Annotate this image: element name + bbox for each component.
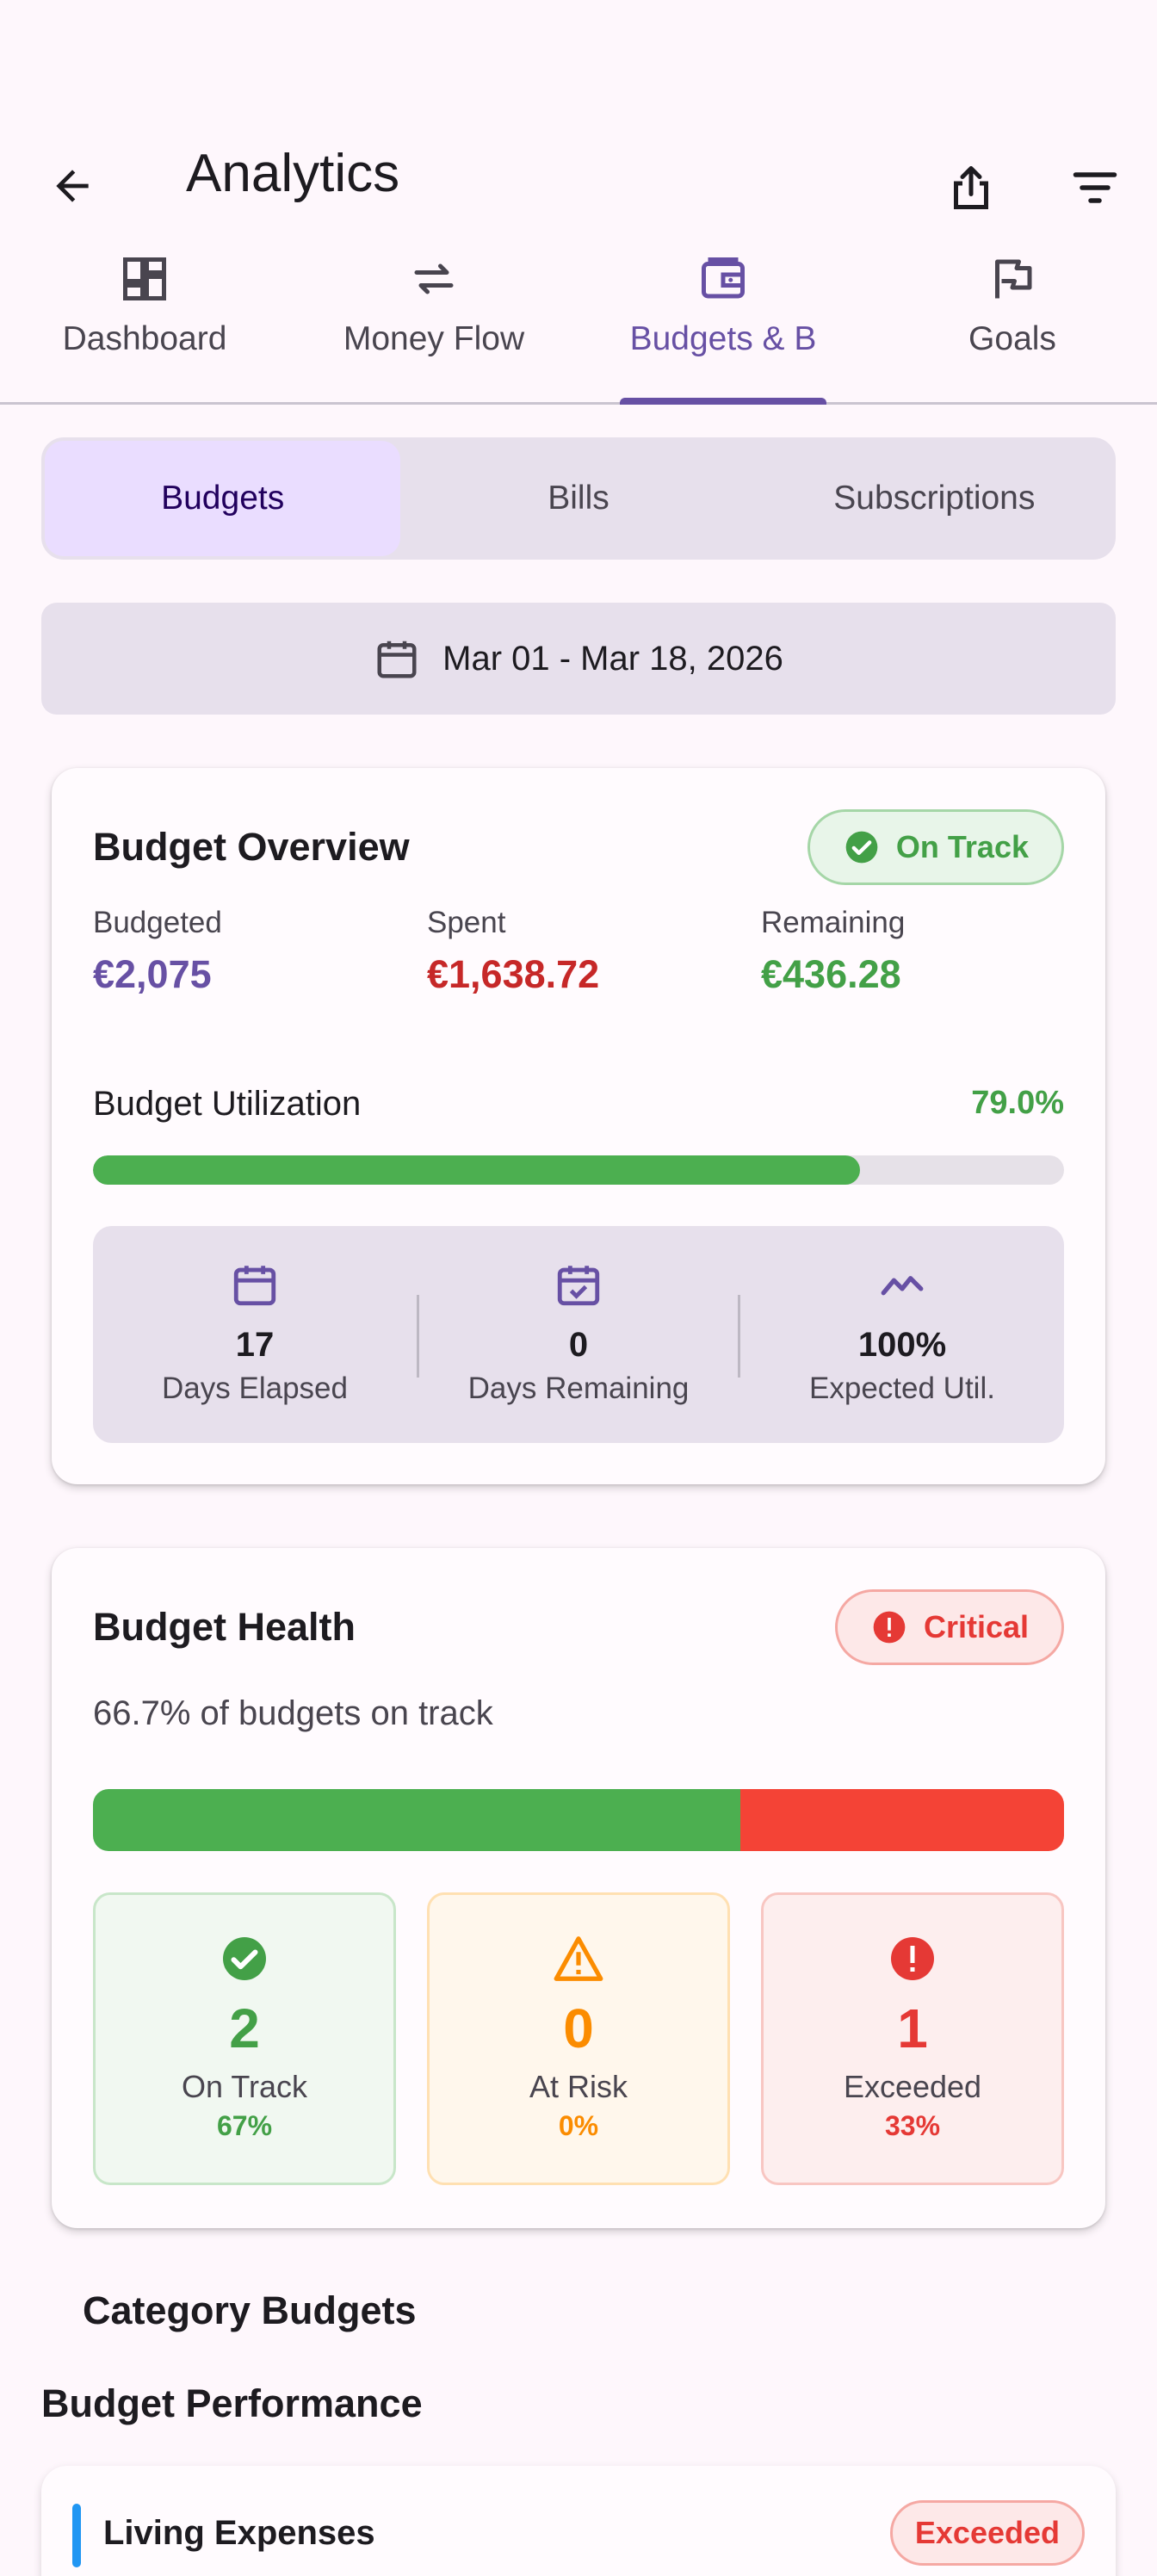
expected-utilization: 100% Expected Util. (740, 1226, 1064, 1443)
calendar-icon (227, 1257, 282, 1312)
exceeded-box: 1 Exceeded 33% (761, 1892, 1064, 2185)
budget-health-card: Budget Health Critical 66.7% of budgets … (52, 1548, 1105, 2228)
at-risk-label: At Risk (529, 2069, 628, 2104)
status-badge-label: On Track (895, 829, 1029, 864)
tab-label: Budgets & B (629, 320, 817, 357)
exceeded-label: Exceeded (843, 2069, 982, 2104)
days-elapsed: 17 Days Elapsed (93, 1226, 417, 1443)
category-name: Living Expenses (103, 2514, 375, 2552)
at-risk-percent: 0% (558, 2110, 599, 2141)
days-remaining-value: 0 (568, 1326, 589, 1364)
error-icon (885, 1931, 940, 1986)
filter-icon (1073, 172, 1117, 203)
expected-utilization-label: Expected Util. (809, 1372, 995, 1405)
tab-dashboard[interactable]: Dashboard (34, 241, 255, 402)
trending-icon (875, 1257, 930, 1312)
category-color-bar (72, 2504, 81, 2567)
tab-budgets-bills[interactable]: Budgets & B (603, 241, 844, 402)
status-badge-label: Critical (923, 1609, 1029, 1644)
utilization-percent: 79.0% (971, 1085, 1064, 1121)
days-summary: 17 Days Elapsed 0 Days Remaining 100% Ex… (93, 1226, 1064, 1443)
flag-icon (985, 251, 1040, 307)
dashboard-icon (117, 251, 172, 307)
budgeted-stat: Budgeted €2,075 (93, 906, 222, 997)
stat-value: €2,075 (93, 952, 212, 996)
utilization-label: Budget Utilization (93, 1085, 362, 1123)
spent-stat: Spent €1,638.72 (427, 906, 599, 997)
days-remaining-label: Days Remaining (467, 1372, 690, 1405)
days-remaining: 0 Days Remaining (417, 1226, 740, 1443)
segment-subscriptions[interactable]: Subscriptions (833, 480, 1036, 517)
card-title: Budget Health (93, 1605, 356, 1649)
error-icon (873, 1611, 906, 1644)
utilization-progress-bar (93, 1155, 1064, 1185)
exceeded-count: 1 (897, 1997, 928, 2059)
date-range-button[interactable]: Mar 01 - Mar 18, 2026 (41, 603, 1116, 715)
health-subtitle: 66.7% of budgets on track (93, 1694, 493, 1732)
check-circle-icon (845, 831, 878, 864)
share-icon (954, 166, 988, 209)
on-track-box: 2 On Track 67% (93, 1892, 396, 2185)
stat-label: Remaining (761, 906, 906, 939)
date-range-text: Mar 01 - Mar 18, 2026 (442, 639, 783, 678)
budget-performance-item[interactable]: Living Expenses Exceeded (41, 2466, 1116, 2576)
arrow-back-icon (56, 170, 89, 202)
stat-label: Budgeted (93, 906, 222, 939)
divider (417, 1295, 419, 1378)
at-risk-box: 0 At Risk 0% (427, 1892, 730, 2185)
card-title: Budget Overview (93, 825, 410, 869)
warning-icon (551, 1931, 606, 1986)
budget-overview-card: Budget Overview On Track Budgeted €2,075… (52, 768, 1105, 1484)
tab-indicator (620, 398, 826, 405)
days-elapsed-value: 17 (235, 1326, 275, 1364)
divider (738, 1295, 740, 1378)
at-risk-count: 0 (563, 1997, 594, 2059)
tab-goals[interactable]: Goals (902, 241, 1123, 402)
status-badge: Critical (834, 1589, 1064, 1665)
calendar-icon (377, 641, 417, 678)
health-bar-exceeded (740, 1789, 1064, 1851)
health-bar (93, 1789, 1064, 1851)
app-bar: Analytics (0, 129, 1157, 241)
status-badge: Exceeded (889, 2500, 1085, 2566)
back-button[interactable] (41, 155, 103, 217)
expected-utilization-value: 100% (857, 1326, 947, 1364)
exceeded-percent: 33% (884, 2110, 941, 2141)
swap-icon (406, 251, 461, 307)
tab-label: Dashboard (62, 320, 227, 357)
segment-bills[interactable]: Bills (548, 480, 609, 517)
share-button[interactable] (938, 155, 1004, 220)
utilization-progress-fill (93, 1155, 861, 1185)
page-title: Analytics (186, 144, 400, 203)
filter-button[interactable] (1062, 155, 1128, 220)
check-circle-icon (217, 1931, 272, 1986)
on-track-percent: 67% (216, 2110, 273, 2141)
remaining-stat: Remaining €436.28 (761, 906, 905, 997)
segmented-control: Budgets Bills Subscriptions (41, 437, 1116, 560)
stat-value: €1,638.72 (427, 952, 600, 996)
tab-money-flow[interactable]: Money Flow (324, 241, 544, 402)
health-bar-on-track (93, 1789, 741, 1851)
tab-bar: Dashboard Money Flow Budgets & B Goals (0, 241, 1157, 405)
stat-label: Spent (427, 906, 506, 939)
segment-budgets[interactable]: Budgets (45, 441, 401, 556)
tab-label: Goals (968, 320, 1056, 357)
calendar-check-icon (551, 1257, 606, 1312)
status-badge: On Track (807, 809, 1064, 885)
stat-value: €436.28 (761, 952, 901, 996)
budget-performance-title: Budget Performance (41, 2381, 423, 2425)
on-track-count: 2 (229, 1997, 260, 2059)
on-track-label: On Track (181, 2069, 308, 2104)
tab-label: Money Flow (343, 320, 525, 357)
days-elapsed-label: Days Elapsed (162, 1372, 348, 1405)
category-budgets-title: Category Budgets (83, 2288, 417, 2332)
wallet-icon (696, 251, 751, 307)
